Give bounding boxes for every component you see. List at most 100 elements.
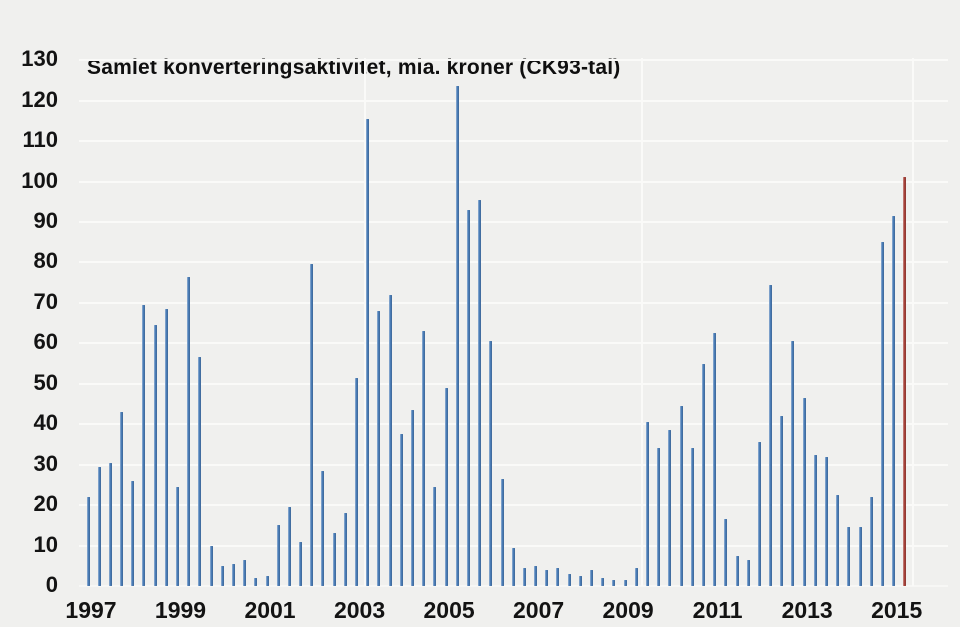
bar-2008-K2: [590, 569, 594, 586]
gridline: [79, 342, 948, 345]
gridline: [79, 59, 948, 62]
bar-2007-K4: [567, 573, 571, 586]
bar-1998-K3: [153, 325, 157, 586]
x-tick-label-2015: 2015: [871, 597, 923, 623]
bar-2002-K1: [310, 264, 314, 586]
bar-2012-K4: [791, 341, 795, 586]
y-tick-label: 50: [33, 369, 58, 395]
x-tick-label-2013: 2013: [781, 597, 833, 623]
chart-title: Samlet konverteringsaktivitet, mia. kron…: [87, 56, 621, 79]
gridline: [79, 140, 948, 143]
x-tick-label-2001: 2001: [244, 597, 296, 623]
bar-2003-K1: [355, 377, 359, 586]
bar-2001-K4: [299, 541, 303, 586]
bar-2006-K4: [522, 567, 526, 586]
bar-2013-K2: [813, 454, 817, 586]
x-axis-baseline: [79, 585, 948, 587]
bar-2009-K4: [657, 448, 661, 586]
y-tick-label: 130: [21, 46, 58, 72]
bar-2011-K1: [713, 333, 717, 586]
bar-2010-K4: [701, 363, 705, 586]
bar-2009-K1: [623, 579, 627, 586]
gridline: [79, 301, 948, 304]
bar-2005-K3: [466, 209, 470, 586]
x-tick-label-1997: 1997: [65, 597, 117, 623]
bar-2003-K3: [377, 310, 381, 586]
y-tick-label: 120: [21, 86, 58, 112]
bar-2013-K4: [836, 494, 840, 586]
bar-1998-K2: [142, 304, 146, 586]
bar-2010-K1: [668, 430, 672, 586]
bar-2005-K4: [478, 199, 482, 586]
bar-2011-K2: [724, 519, 728, 586]
gridline: [79, 544, 948, 547]
bar-1997-K2: [97, 466, 101, 586]
bar-2008-K1: [578, 575, 582, 586]
bar-2004-K4: [433, 486, 437, 586]
bar-2010-K2: [679, 405, 683, 586]
bar-2000-K2: [231, 563, 235, 586]
bar-1997-K4: [120, 412, 124, 586]
bar-2007-K2: [545, 569, 549, 586]
bar-2000-K3: [243, 559, 247, 586]
bar-1997-K3: [108, 462, 112, 586]
bar-2007-K3: [556, 567, 560, 586]
y-tick-label: 80: [33, 248, 58, 274]
y-tick-label: 60: [33, 329, 58, 355]
bar-2011-K4: [746, 559, 750, 586]
gridline-vertical: [364, 58, 366, 586]
x-tick-label-2003: 2003: [333, 597, 386, 623]
bar-2001-K2: [276, 525, 280, 586]
bar-2011-K3: [735, 555, 739, 586]
y-tick-label: 40: [33, 410, 58, 436]
x-tick-label-2005: 2005: [423, 597, 475, 623]
gridline: [79, 382, 948, 385]
y-tick-label: 90: [33, 207, 58, 233]
gridline: [79, 504, 948, 507]
bar-2003-K2: [366, 118, 370, 586]
bar-2008-K4: [612, 579, 616, 586]
bar-2012-K2: [769, 284, 773, 586]
bar-2001-K1: [265, 575, 269, 586]
bar-2003-K4: [388, 294, 392, 586]
bar-2000-K4: [254, 577, 258, 586]
bar-2000-K1: [220, 565, 224, 586]
bar-2014-K2: [858, 527, 862, 586]
gridline: [79, 99, 948, 102]
x-tick-label-2011: 2011: [692, 597, 743, 623]
bar-1998-K1: [131, 480, 135, 586]
y-tick-label: 100: [21, 167, 58, 193]
bar-1999-K3: [198, 357, 202, 586]
highlighted-bar-2015-K2: [903, 177, 907, 586]
x-tick-label-2009: 2009: [602, 597, 654, 623]
x-tick-label-1999: 1999: [154, 597, 207, 623]
bar-2013-K3: [825, 456, 829, 586]
gridline: [79, 180, 948, 183]
gridline-vertical: [912, 58, 914, 586]
bar-2006-K1: [489, 341, 493, 586]
bar-1999-K1: [176, 486, 180, 586]
bar-1998-K4: [164, 308, 168, 586]
bar-2008-K3: [601, 577, 605, 586]
y-tick-label: 20: [33, 491, 58, 517]
bar-2013-K1: [802, 397, 806, 586]
bar-2014-K3: [869, 497, 873, 586]
bar-2002-K3: [332, 533, 336, 586]
bar-1997-K1: [86, 497, 90, 586]
bar-2005-K1: [444, 387, 448, 586]
bar-2006-K3: [511, 547, 515, 586]
gridline: [79, 261, 948, 264]
bar-2014-K4: [880, 242, 884, 586]
x-tick-label-2007: 2007: [513, 597, 565, 623]
y-tick-label: 10: [33, 531, 58, 557]
gridline: [79, 463, 948, 466]
y-tick-label: 30: [33, 450, 58, 476]
bar-2002-K2: [321, 470, 325, 586]
bar-2009-K2: [634, 567, 638, 586]
bar-1999-K2: [187, 276, 191, 586]
bar-2009-K3: [646, 422, 649, 586]
gridline: [79, 220, 948, 223]
bar-2004-K3: [422, 331, 426, 586]
bar-2002-K4: [343, 513, 347, 586]
